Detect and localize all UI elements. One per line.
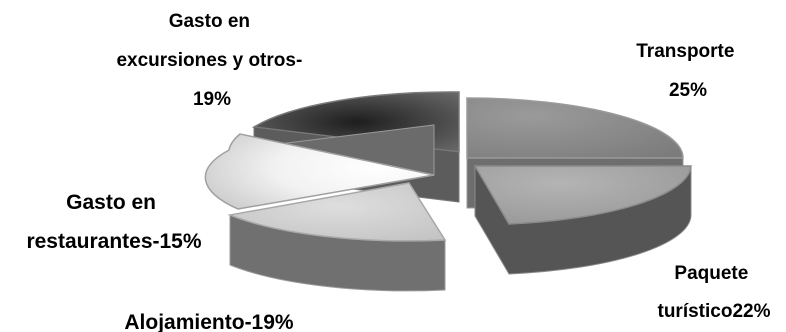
- slice-transporte-top: [466, 97, 684, 159]
- label-excursiones: Gasto en excursiones y otros- 19%: [116, 11, 307, 110]
- label-excursiones-line2: excursiones y otros-: [116, 50, 302, 71]
- slice-alojamiento-top: [227, 182, 447, 242]
- label-excursiones-line3: 19%: [193, 89, 231, 110]
- label-restaurantes-line2: restaurantes-15%: [26, 230, 201, 253]
- label-paquete-line1: Paquete: [674, 263, 748, 284]
- slice-paquete-top: [473, 165, 692, 225]
- label-alojamiento: Alojamiento-19%: [124, 311, 294, 332]
- slice-paquete-turistico: [473, 164, 692, 275]
- label-excursiones-line1: Gasto en: [169, 11, 250, 32]
- label-transporte: Transporte 25%: [636, 41, 739, 101]
- label-restaurantes: Gasto en restaurantes-15%: [26, 191, 201, 253]
- label-transporte-line1: Transporte: [636, 41, 734, 62]
- label-restaurantes-line1: Gasto en: [66, 191, 156, 214]
- slice-restaurantes: [204, 124, 435, 211]
- slice-restaurantes-top: [204, 133, 435, 210]
- label-paquete-line2: turístico22%: [658, 301, 771, 322]
- label-paquete-turistico: Paquete turístico22%: [658, 263, 771, 322]
- label-transporte-line2: 25%: [669, 80, 707, 101]
- slice-alojamiento: [227, 182, 447, 292]
- label-alojamiento-line1: Alojamiento-19%: [124, 311, 294, 332]
